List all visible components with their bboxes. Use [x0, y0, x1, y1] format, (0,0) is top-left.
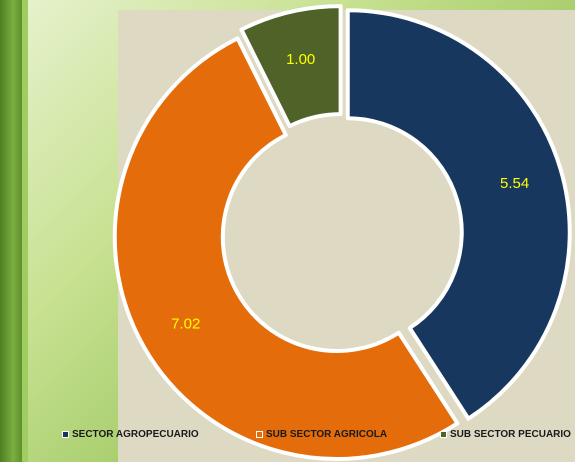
legend-item-sub-sector-pecuario: SUB SECTOR PECUARIO: [440, 429, 571, 440]
donut-slice-sub-sector-pecuario: [239, 4, 343, 129]
legend-item-sub-sector-agricola: SUB SECTOR AGRICOLA: [256, 429, 387, 440]
donut-labels: 5.54 7.02 1.00: [171, 51, 529, 332]
legend-label: SECTOR AGROPECUARIO: [72, 429, 199, 440]
data-label: 5.54: [500, 175, 529, 192]
legend-swatch: [440, 431, 447, 438]
donut-slice-sector-agropecuario: [345, 8, 572, 421]
data-label: 7.02: [171, 315, 200, 332]
legend-item-sector-agropecuario: SECTOR AGROPECUARIO: [62, 429, 199, 440]
data-label: 1.00: [286, 51, 315, 68]
legend-label: SUB SECTOR AGRICOLA: [266, 429, 388, 440]
slide-left-bar-highlight: [22, 0, 28, 462]
legend-label: SUB SECTOR PECUARIO: [450, 429, 571, 440]
slide-left-bar: [0, 0, 22, 462]
legend-swatch: [256, 431, 263, 438]
donut-slices: [112, 4, 572, 461]
chart-legend: SECTOR AGROPECUARIO SUB SECTOR AGRICOLA …: [60, 429, 575, 445]
donut-slice-sub-sector-agricola: [112, 36, 460, 461]
legend-swatch: [62, 431, 69, 438]
